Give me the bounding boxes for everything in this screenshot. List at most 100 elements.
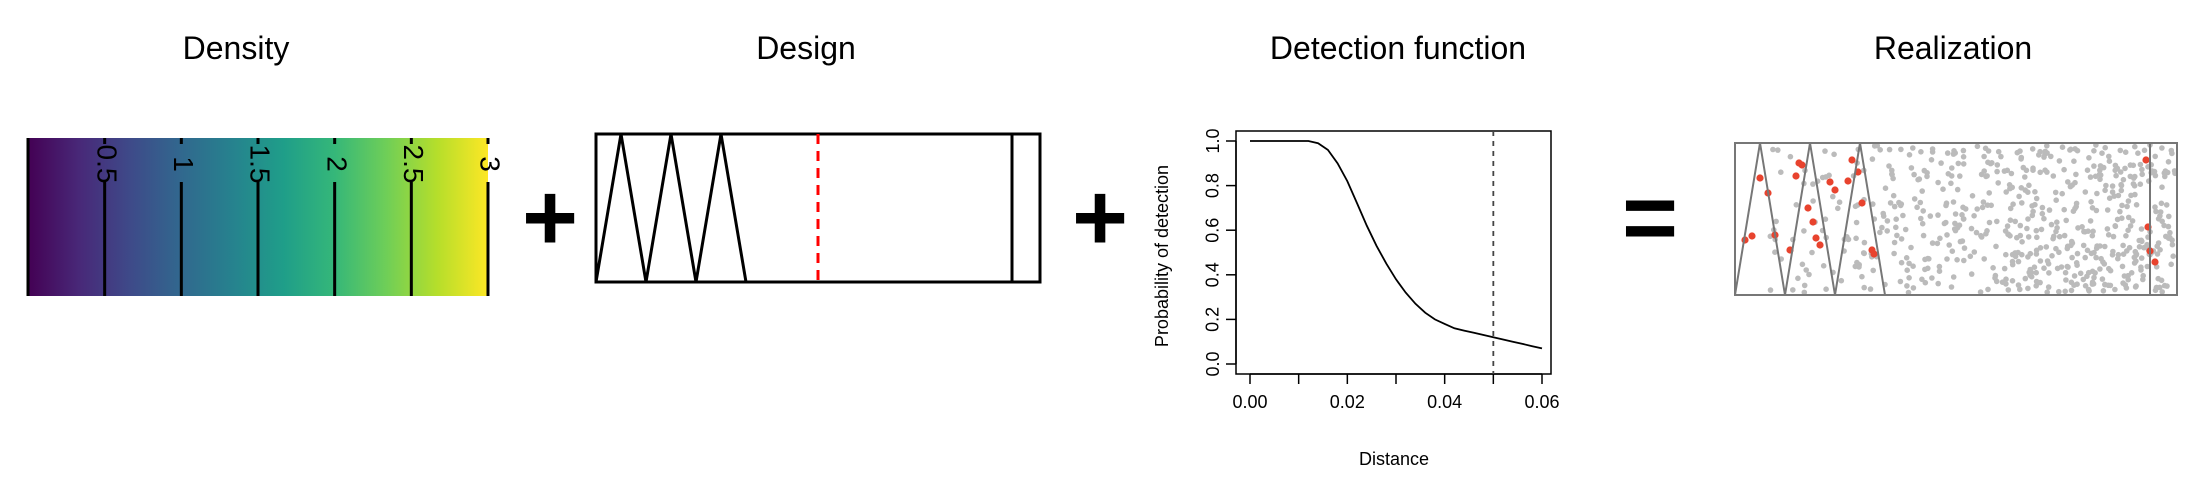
undetected-point (1960, 216, 1967, 222)
undetected-point (2012, 253, 2019, 260)
undetected-point (2064, 245, 2071, 252)
undetected-point (2109, 252, 2116, 258)
undetected-point (2073, 203, 2079, 210)
undetected-point (2153, 284, 2160, 291)
undetected-point (1773, 218, 1779, 225)
undetected-point (2150, 248, 2157, 254)
undetected-point (2169, 241, 2176, 248)
y-tick-label: 1.0 (1203, 128, 1223, 153)
undetected-point (1949, 165, 1955, 171)
undetected-point (2147, 229, 2153, 235)
undetected-point (2024, 225, 2030, 232)
undetected-point (2170, 253, 2176, 259)
undetected-point (2151, 168, 2158, 175)
undetected-point (2068, 242, 2074, 249)
undetected-point (1977, 289, 1984, 295)
undetected-point (1995, 148, 2002, 155)
undetected-point (1869, 156, 1876, 162)
undetected-point (2025, 234, 2032, 240)
undetected-point (2118, 181, 2124, 188)
undetected-point (2044, 289, 2050, 296)
undetected-point (1927, 213, 1934, 219)
undetected-point (2132, 284, 2139, 290)
undetected-point (1880, 210, 1886, 217)
plot-frame (1235, 130, 1552, 375)
undetected-point (2139, 238, 2145, 245)
undetected-point (1860, 250, 1867, 256)
y-axis-label: Probability of detection (1152, 165, 1172, 347)
undetected-point (2050, 235, 2056, 242)
undetected-point (2127, 173, 2134, 180)
undetected-point (2033, 278, 2040, 285)
undetected-point (2028, 273, 2035, 280)
undetected-point (1869, 253, 1875, 260)
undetected-point (1993, 243, 1999, 250)
undetected-point (1823, 234, 1829, 241)
detected-point (2146, 247, 2154, 255)
undetected-point (1877, 229, 1883, 236)
undetected-point (2118, 182, 2125, 189)
undetected-point (2048, 153, 2054, 160)
undetected-point (1871, 216, 1878, 222)
undetected-point (2147, 142, 2153, 148)
undetected-point (2153, 264, 2160, 270)
undetected-point (2140, 276, 2146, 283)
undetected-point (2054, 265, 2061, 272)
undetected-point (2089, 281, 2096, 287)
undetected-point (2097, 167, 2103, 173)
undetected-point (2091, 163, 2097, 169)
undetected-point (1984, 202, 1991, 208)
undetected-point (2039, 204, 2046, 211)
undetected-point (2003, 276, 2009, 283)
undetected-point (2056, 249, 2062, 256)
undetected-point (2007, 233, 2013, 239)
undetected-point (2120, 176, 2127, 183)
undetected-point (1891, 250, 1897, 257)
undetected-point (2112, 167, 2118, 174)
undetected-point (1801, 180, 1807, 187)
undetected-point (1990, 265, 1996, 271)
undetected-point (2022, 174, 2028, 180)
y-tick-label: 0.4 (1203, 262, 1223, 287)
undetected-point (2115, 251, 2122, 258)
undetected-point (1889, 167, 1895, 174)
undetected-point (2089, 279, 2096, 286)
undetected-point (2137, 181, 2144, 187)
undetected-point (2135, 150, 2141, 156)
undetected-point (2102, 243, 2108, 250)
undetected-point (2007, 205, 2014, 212)
undetected-point (1911, 196, 1918, 202)
undetected-point (2074, 250, 2081, 257)
undetected-point (2133, 251, 2140, 257)
undetected-point (2149, 249, 2155, 255)
undetected-point (2124, 203, 2130, 210)
undetected-point (2092, 270, 2098, 276)
undetected-point (1948, 180, 1954, 187)
undetected-point (1801, 282, 1808, 289)
undetected-point (2003, 251, 2009, 258)
undetected-point (1898, 236, 1905, 242)
undetected-point (2008, 170, 2015, 177)
undetected-point (2025, 285, 2031, 292)
undetected-point (2010, 201, 2016, 207)
undetected-point (2063, 217, 2069, 224)
undetected-point (1978, 234, 1985, 240)
undetected-point (1787, 153, 1794, 160)
undetected-point (1802, 167, 1808, 174)
undetected-point (1890, 192, 1897, 199)
undetected-point (2124, 248, 2130, 254)
undetected-point (1952, 220, 1958, 227)
undetected-point (2054, 225, 2060, 231)
undetected-point (2112, 162, 2119, 169)
undetected-point (1955, 160, 1962, 167)
undetected-point (2128, 270, 2135, 276)
undetected-point (2044, 150, 2050, 156)
undetected-point (1992, 275, 1998, 281)
undetected-point (2065, 264, 2071, 270)
undetected-point (2148, 169, 2154, 176)
undetected-point (1952, 211, 1959, 217)
undetected-point (2007, 185, 2013, 192)
undetected-point (1887, 200, 1894, 206)
undetected-point (2048, 221, 2055, 228)
undetected-point (2115, 255, 2121, 262)
